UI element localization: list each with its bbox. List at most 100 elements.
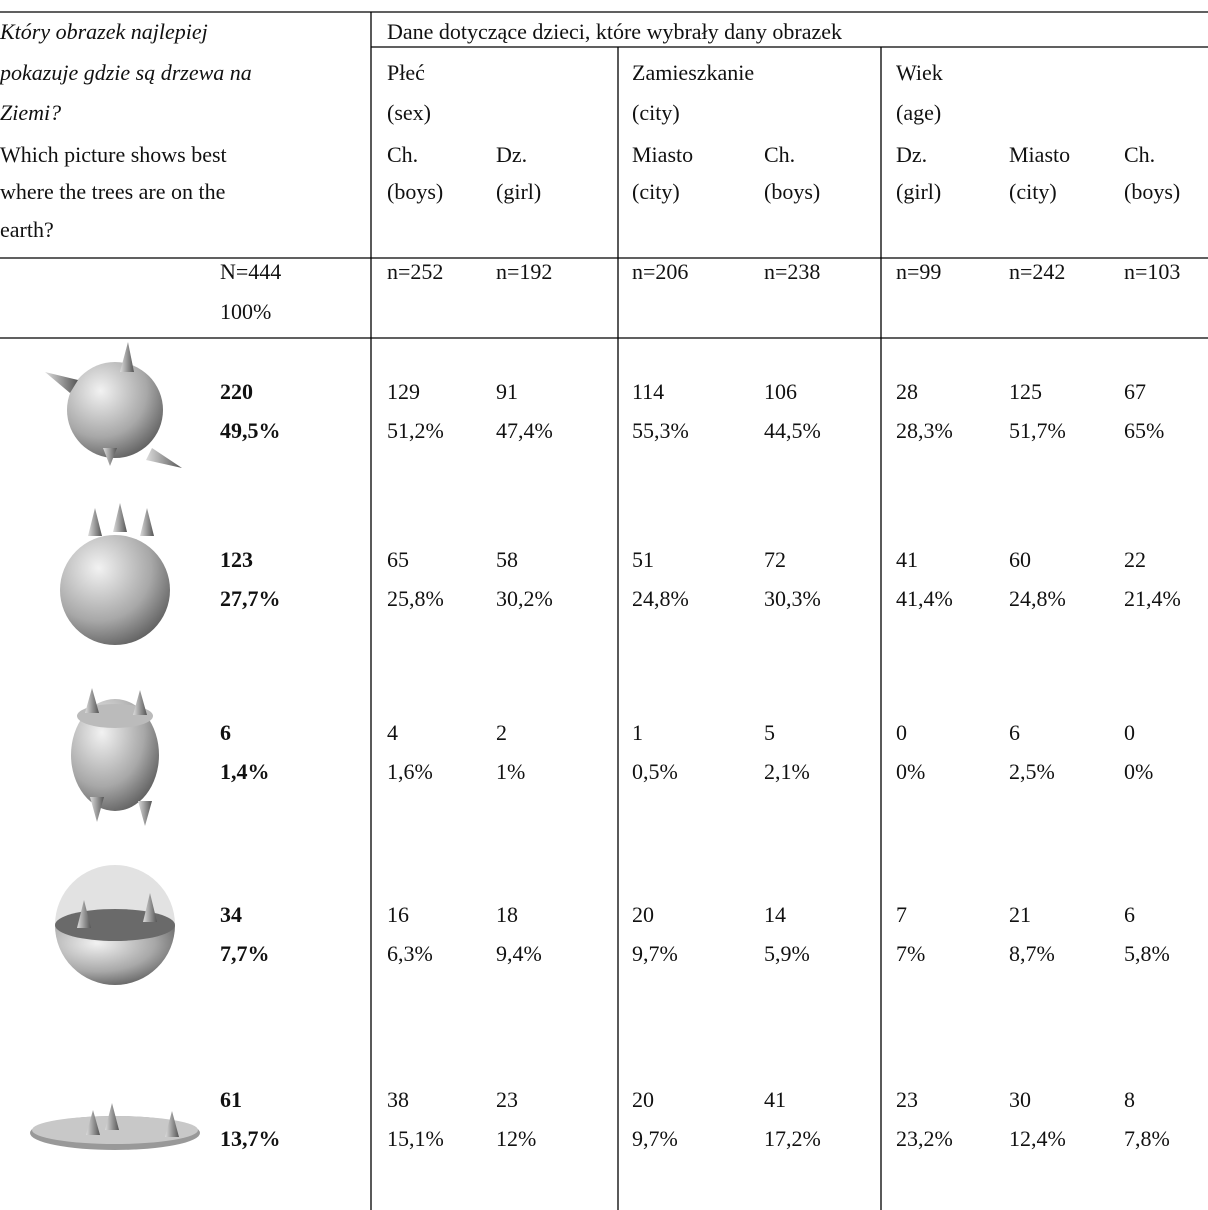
row-total: 34 [220, 902, 242, 927]
group-label: Płeć [387, 60, 425, 85]
cell-pct: 8,7% [1009, 941, 1055, 966]
column-label-en: (city) [632, 179, 680, 204]
cell-pct: 24,8% [1009, 586, 1066, 611]
cell-count: 114 [632, 379, 665, 404]
picture-3 [71, 688, 159, 826]
cell-count: 106 [764, 379, 797, 404]
cell-count: 38 [387, 1087, 409, 1112]
cell-count: 30 [1009, 1087, 1031, 1112]
column-n: n=242 [1009, 259, 1066, 284]
row-total-pct: 27,7% [220, 586, 281, 611]
question-en: where the trees are on the [0, 179, 226, 204]
cell-count: 20 [632, 1087, 654, 1112]
cell-pct: 1,6% [387, 759, 433, 784]
cell-pct: 15,1% [387, 1126, 444, 1151]
group-label-en: (age) [896, 100, 942, 125]
cell-count: 6 [1124, 902, 1135, 927]
column-n: n=252 [387, 259, 444, 284]
cell-pct: 25,8% [387, 586, 444, 611]
cell-count: 2 [496, 720, 507, 745]
row-total-pct: 13,7% [220, 1126, 281, 1151]
cell-count: 91 [496, 379, 518, 404]
cell-pct: 9,4% [496, 941, 542, 966]
cell-count: 23 [896, 1087, 918, 1112]
column-label-en: (city) [1009, 179, 1057, 204]
column-label: Ch. [387, 142, 419, 167]
cell-pct: 0% [1124, 759, 1154, 784]
cell-count: 14 [764, 902, 786, 927]
cell-count: 58 [496, 547, 518, 572]
cell-count: 7 [896, 902, 907, 927]
picture-5 [30, 1103, 200, 1150]
cell-count: 21 [1009, 902, 1031, 927]
cell-count: 60 [1009, 547, 1031, 572]
cell-count: 0 [896, 720, 907, 745]
question-pl: Ziemi? [0, 100, 62, 125]
cell-pct: 24,8% [632, 586, 689, 611]
cell-count: 0 [1124, 720, 1135, 745]
cell-count: 125 [1009, 379, 1042, 404]
cell-count: 6 [1009, 720, 1020, 745]
cell-pct: 51,7% [1009, 418, 1066, 443]
cell-count: 5 [764, 720, 775, 745]
column-n: n=238 [764, 259, 821, 284]
column-label-en: (boys) [764, 179, 821, 204]
cell-pct: 12,4% [1009, 1126, 1066, 1151]
column-n: n=192 [496, 259, 553, 284]
cell-count: 41 [896, 547, 918, 572]
cell-count: 18 [496, 902, 518, 927]
column-label: Ch. [1124, 142, 1156, 167]
row-total-pct: 49,5% [220, 418, 281, 443]
cell-pct: 5,9% [764, 941, 810, 966]
cell-pct: 28,3% [896, 418, 953, 443]
group-label-en: (city) [632, 100, 680, 125]
cell-pct: 41,4% [896, 586, 953, 611]
cell-pct: 30,3% [764, 586, 821, 611]
column-label-en: (girl) [496, 179, 542, 204]
row-total-pct: 1,4% [220, 759, 270, 784]
row-total: 61 [220, 1087, 242, 1112]
column-label: Ch. [764, 142, 796, 167]
column-label: Miasto [632, 142, 694, 167]
picture-4 [55, 865, 175, 985]
cell-pct: 0% [896, 759, 926, 784]
column-label: Miasto [1009, 142, 1071, 167]
cell-count: 23 [496, 1087, 518, 1112]
cell-pct: 55,3% [632, 418, 689, 443]
total-n: N=444 [220, 259, 282, 284]
cell-count: 67 [1124, 379, 1146, 404]
cell-count: 1 [632, 720, 643, 745]
cell-pct: 7% [896, 941, 926, 966]
cell-count: 4 [387, 720, 398, 745]
cell-count: 41 [764, 1087, 786, 1112]
question-pl: Który obrazek najlepiej [0, 19, 208, 44]
cell-pct: 9,7% [632, 941, 678, 966]
column-label-en: (boys) [387, 179, 444, 204]
cell-pct: 12% [496, 1126, 537, 1151]
cell-pct: 2,5% [1009, 759, 1055, 784]
row-total-pct: 7,7% [220, 941, 270, 966]
cell-pct: 5,8% [1124, 941, 1170, 966]
cell-pct: 17,2% [764, 1126, 821, 1151]
row-total: 123 [220, 547, 253, 572]
column-n: n=103 [1124, 259, 1181, 284]
cell-count: 8 [1124, 1087, 1135, 1112]
question-en: Which picture shows best [0, 142, 227, 167]
cell-pct: 6,3% [387, 941, 433, 966]
row-total: 220 [220, 379, 253, 404]
cell-pct: 30,2% [496, 586, 553, 611]
group-header: Dane dotyczące dzieci, które wybrały dan… [387, 19, 843, 44]
cell-pct: 51,2% [387, 418, 444, 443]
column-label-en: (boys) [1124, 179, 1181, 204]
cell-pct: 2,1% [764, 759, 810, 784]
cell-count: 51 [632, 547, 654, 572]
cell-pct: 47,4% [496, 418, 553, 443]
column-n: n=99 [896, 259, 942, 284]
group-label-en: (sex) [387, 100, 431, 125]
column-label: Dz. [896, 142, 928, 167]
picture-2 [60, 503, 170, 645]
question-pl: pokazuje gdzie są drzewa na [0, 60, 252, 85]
cell-count: 16 [387, 902, 409, 927]
